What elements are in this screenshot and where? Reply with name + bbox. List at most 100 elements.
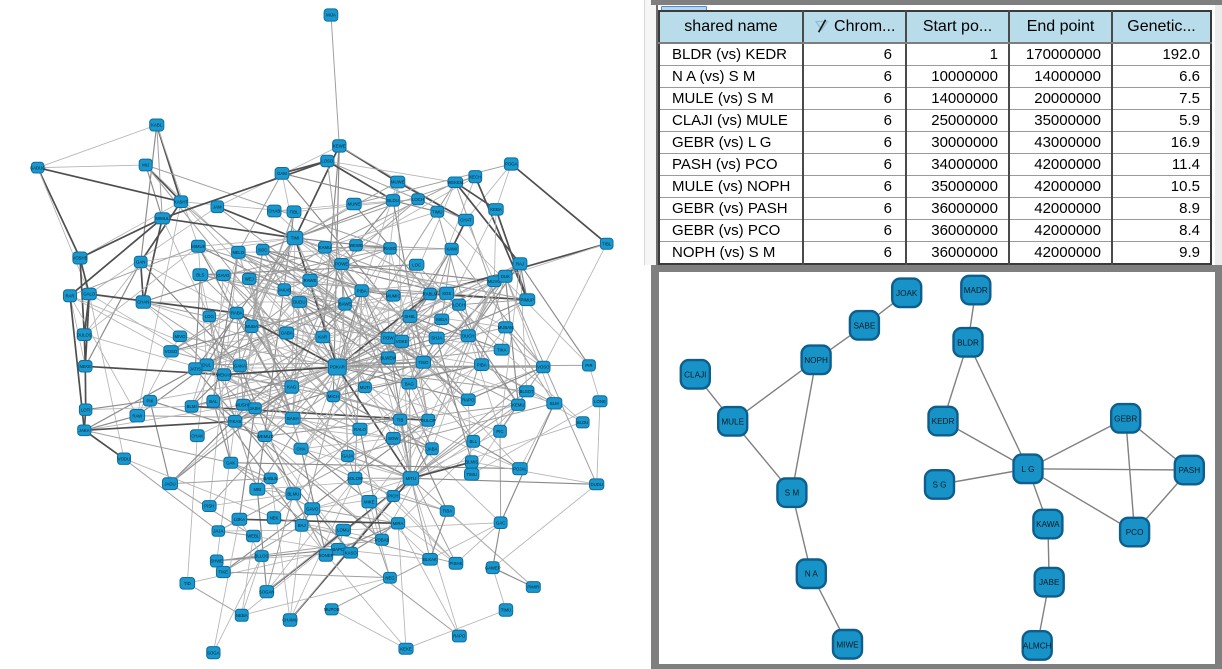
svg-text:WEKAS: WEKAS bbox=[216, 372, 232, 377]
svg-text:DUCH: DUCH bbox=[462, 333, 474, 338]
svg-text:L G: L G bbox=[1022, 465, 1035, 474]
svg-text:SOS: SOS bbox=[442, 291, 451, 296]
svg-text:RABLM: RABLM bbox=[423, 292, 438, 297]
svg-text:S M: S M bbox=[785, 489, 800, 498]
svg-text:BLSOT: BLSOT bbox=[520, 389, 534, 394]
svg-text:POWE: POWE bbox=[335, 262, 348, 267]
svg-text:SABE: SABE bbox=[853, 321, 875, 330]
svg-text:SOGAN: SOGAN bbox=[259, 589, 275, 594]
svg-text:LOCH: LOCH bbox=[453, 302, 465, 307]
svg-text:GAK: GAK bbox=[226, 460, 235, 465]
svg-text:DUK: DUK bbox=[501, 274, 510, 279]
svg-text:GAC: GAC bbox=[496, 520, 505, 525]
svg-text:GAN: GAN bbox=[136, 260, 145, 265]
svg-text:NEKE: NEKE bbox=[79, 364, 91, 369]
svg-text:RAPO: RAPO bbox=[453, 634, 466, 639]
svg-text:BAG: BAG bbox=[405, 381, 415, 386]
svg-text:DUDU: DUDU bbox=[590, 482, 602, 487]
svg-text:GAJA: GAJA bbox=[342, 454, 353, 459]
svg-text:BABLM: BABLM bbox=[263, 476, 278, 481]
svg-text:ALMCH: ALMCH bbox=[1023, 642, 1052, 651]
svg-text:TISO: TISO bbox=[418, 360, 429, 365]
svg-text:TIMU: TIMU bbox=[432, 209, 443, 214]
svg-text:VODU: VODU bbox=[118, 456, 130, 461]
svg-text:GAKA: GAKA bbox=[234, 363, 246, 368]
svg-text:BAPO: BAPO bbox=[332, 547, 345, 552]
svg-text:DULOS: DULOS bbox=[77, 332, 92, 337]
svg-text:CHAN: CHAN bbox=[137, 300, 149, 305]
svg-text:JABE: JABE bbox=[1039, 578, 1060, 587]
svg-text:NEG: NEG bbox=[385, 575, 395, 580]
svg-text:MUNE: MUNE bbox=[348, 202, 361, 207]
svg-text:KEDR: KEDR bbox=[932, 417, 955, 426]
svg-text:MIJA: MIJA bbox=[326, 13, 336, 18]
svg-text:MUBA: MUBA bbox=[245, 324, 258, 329]
svg-text:BAJ: BAJ bbox=[298, 523, 306, 528]
svg-text:JAKA: JAKA bbox=[79, 428, 90, 433]
svg-text:JADU: JADU bbox=[164, 481, 175, 486]
svg-text:BLDR: BLDR bbox=[957, 338, 979, 347]
svg-text:MUVO: MUVO bbox=[488, 279, 502, 284]
svg-text:BLS: BLS bbox=[196, 272, 204, 277]
svg-text:KAG: KAG bbox=[287, 385, 297, 390]
svg-text:LOSO: LOSO bbox=[321, 159, 334, 164]
svg-text:LOC: LOC bbox=[412, 262, 421, 267]
svg-text:MITIJ: MITIJ bbox=[406, 476, 417, 481]
svg-text:CHAT: CHAT bbox=[460, 218, 472, 223]
svg-text:PCO: PCO bbox=[1126, 528, 1144, 537]
svg-text:TIBA: TIBA bbox=[443, 509, 453, 514]
svg-text:RAJ: RAJ bbox=[516, 261, 524, 266]
svg-text:TIB: TIB bbox=[397, 417, 404, 422]
svg-text:NEBA: NEBA bbox=[236, 613, 248, 618]
svg-text:CHAK: CHAK bbox=[191, 433, 203, 438]
svg-text:MUTI: MUTI bbox=[360, 385, 371, 390]
svg-text:MUMIC: MUMIC bbox=[386, 293, 401, 298]
svg-text:DUL: DUL bbox=[202, 362, 211, 367]
svg-text:SOC: SOC bbox=[258, 247, 267, 252]
svg-text:S G: S G bbox=[932, 481, 946, 490]
svg-text:MIB: MIB bbox=[253, 487, 261, 492]
svg-text:MUWE: MUWE bbox=[391, 180, 405, 185]
svg-text:GALO: GALO bbox=[83, 292, 96, 297]
svg-text:LOG: LOG bbox=[205, 314, 215, 319]
svg-text:KABL: KABL bbox=[151, 123, 163, 128]
svg-text:GADUG: GADUG bbox=[30, 165, 46, 170]
svg-text:DULOP: DULOP bbox=[421, 418, 436, 423]
svg-text:MIWE: MIWE bbox=[836, 640, 859, 649]
svg-text:RAW: RAW bbox=[132, 413, 143, 418]
svg-text:RAR: RAR bbox=[65, 293, 74, 298]
svg-text:MIMUK: MIMUK bbox=[191, 244, 205, 249]
svg-text:PIMIR: PIMIR bbox=[527, 585, 539, 590]
svg-text:BLL: BLL bbox=[469, 439, 477, 444]
svg-text:BLMIS: BLMIS bbox=[465, 460, 478, 465]
svg-text:VOSO: VOSO bbox=[165, 349, 178, 354]
svg-text:KECH: KECH bbox=[469, 174, 481, 179]
svg-text:MUSHM: MUSHM bbox=[235, 402, 252, 407]
svg-text:TIKA: TIKA bbox=[497, 347, 507, 352]
svg-text:LONE: LONE bbox=[594, 399, 606, 404]
svg-text:KEMU: KEMU bbox=[512, 402, 524, 407]
svg-text:CHA: CHA bbox=[296, 446, 305, 451]
svg-text:SOLOW: SOLOW bbox=[347, 476, 364, 481]
svg-text:DUDU: DUDU bbox=[293, 300, 305, 305]
svg-text:VOKE: VOKE bbox=[396, 339, 408, 344]
svg-text:JAJA: JAJA bbox=[213, 529, 223, 534]
svg-text:LOTI: LOTI bbox=[81, 407, 91, 412]
svg-text:BAL: BAL bbox=[209, 399, 218, 404]
svg-text:CHAB: CHAB bbox=[268, 209, 280, 214]
svg-text:BLLOG: BLLOG bbox=[255, 554, 270, 559]
svg-text:N A: N A bbox=[805, 570, 819, 579]
svg-text:MIRA: MIRA bbox=[393, 521, 404, 526]
svg-text:KAMI: KAMI bbox=[446, 247, 457, 252]
svg-text:LOKA: LOKA bbox=[234, 517, 246, 522]
svg-text:MADR: MADR bbox=[964, 286, 988, 295]
svg-text:LOCH: LOCH bbox=[412, 197, 424, 202]
svg-text:KASO: KASO bbox=[345, 550, 358, 555]
svg-text:PIMUP: PIMUP bbox=[520, 297, 534, 302]
svg-text:BLDU: BLDU bbox=[577, 420, 588, 425]
svg-text:VOSHB: VOSHB bbox=[72, 256, 87, 261]
svg-text:BLKAK: BLKAK bbox=[423, 557, 437, 562]
svg-text:MIJ: MIJ bbox=[142, 163, 149, 168]
svg-text:CHAMU: CHAMU bbox=[282, 618, 298, 623]
svg-text:TIKE: TIKE bbox=[219, 570, 229, 575]
